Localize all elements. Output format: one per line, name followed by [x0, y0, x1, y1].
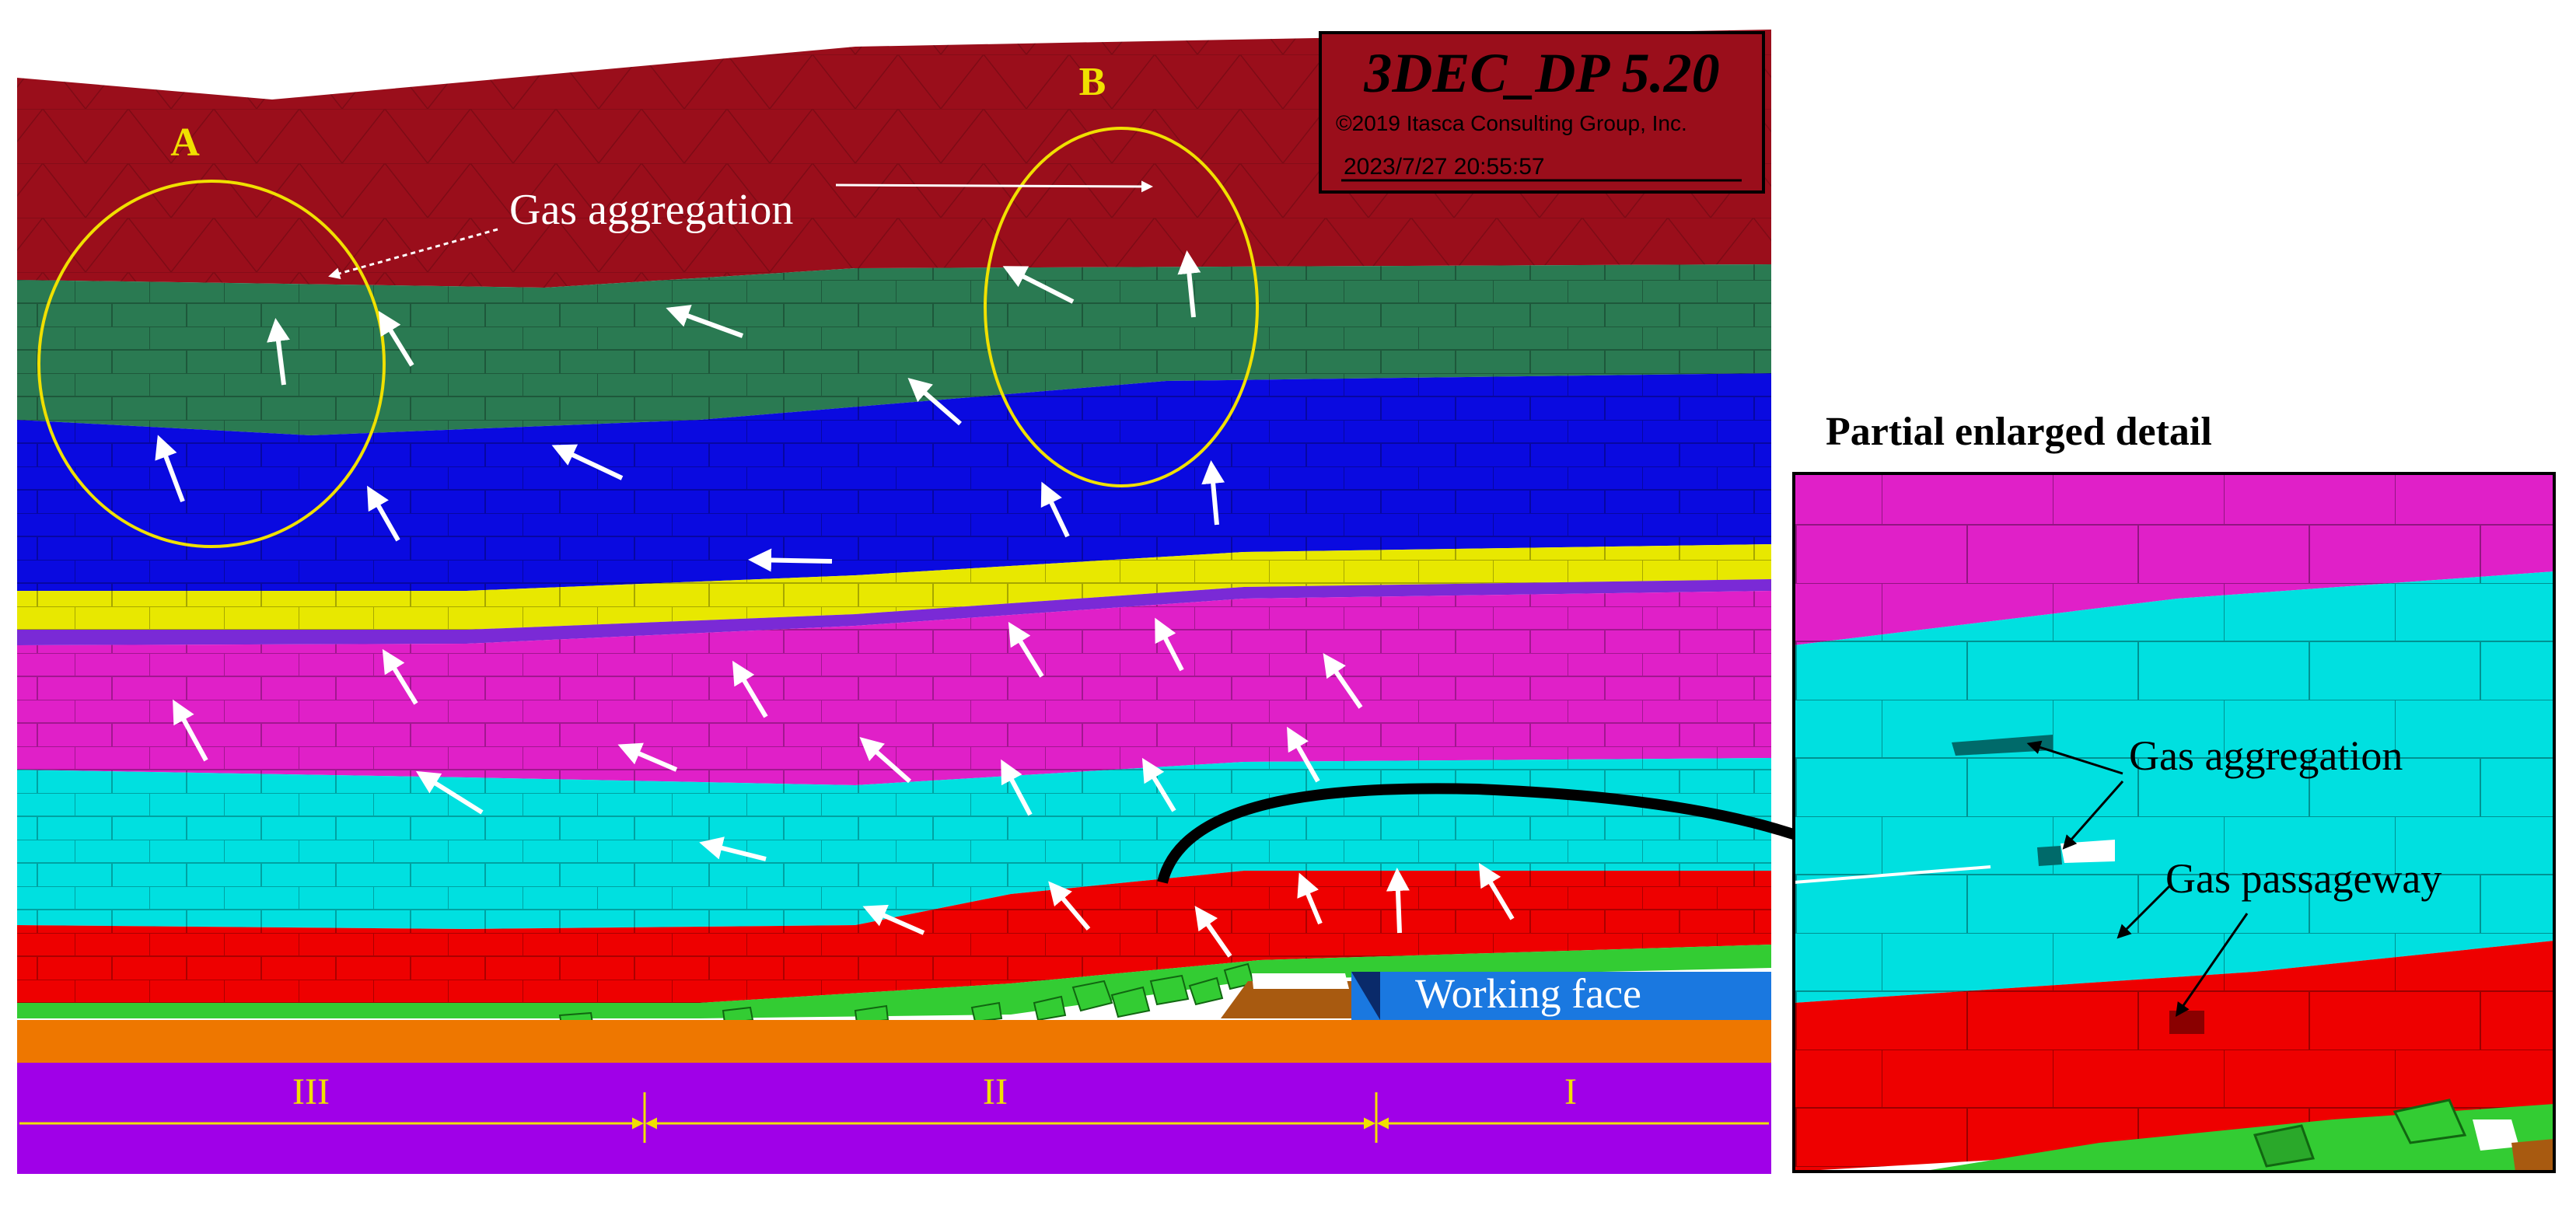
detail-gas-passageway: Gas passageway: [2165, 855, 2441, 902]
rubble-band: [17, 945, 1771, 1018]
circle-a: [37, 180, 386, 548]
strata-model: [17, 30, 1771, 1174]
working-face-label: Working face: [1415, 970, 1641, 1017]
software-title: 3DEC_DP 5.20: [1363, 42, 1719, 104]
purple-base: [17, 1063, 1771, 1174]
gas-flow-arrows: [155, 250, 1515, 958]
circle-b-label: B: [1079, 60, 1106, 104]
detail-pointers: [2026, 740, 2249, 1017]
zone-label-i: I: [1564, 1071, 1577, 1112]
detail-panel: [1794, 473, 2554, 1172]
zone-dimension-lines: [19, 1092, 1769, 1143]
working-face-block: [1351, 972, 1771, 1020]
software-copyright: ©2019 Itasca Consulting Group, Inc.: [1336, 111, 1687, 135]
gas-aggregation-label: Gas aggregation: [509, 186, 793, 234]
software-timestamp: 2023/7/27 20:55:57: [1344, 154, 1545, 180]
detail-panel-border: [1792, 472, 2556, 1173]
gas-aggregation-pointers: [328, 180, 1153, 279]
zone-label-iii: III: [292, 1071, 330, 1112]
orange-floor: [17, 1020, 1771, 1063]
circle-a-label: A: [170, 120, 200, 165]
rubble-pieces: [558, 962, 1255, 1026]
circle-b: [984, 127, 1259, 487]
detail-title: Partial enlarged detail: [1826, 410, 2212, 454]
zone-label-ii: II: [983, 1071, 1008, 1112]
software-info-box: 3DEC_DP 5.20 ©2019 Itasca Consulting Gro…: [1319, 31, 1765, 194]
detail-gas-aggregation: Gas aggregation: [2129, 732, 2403, 779]
